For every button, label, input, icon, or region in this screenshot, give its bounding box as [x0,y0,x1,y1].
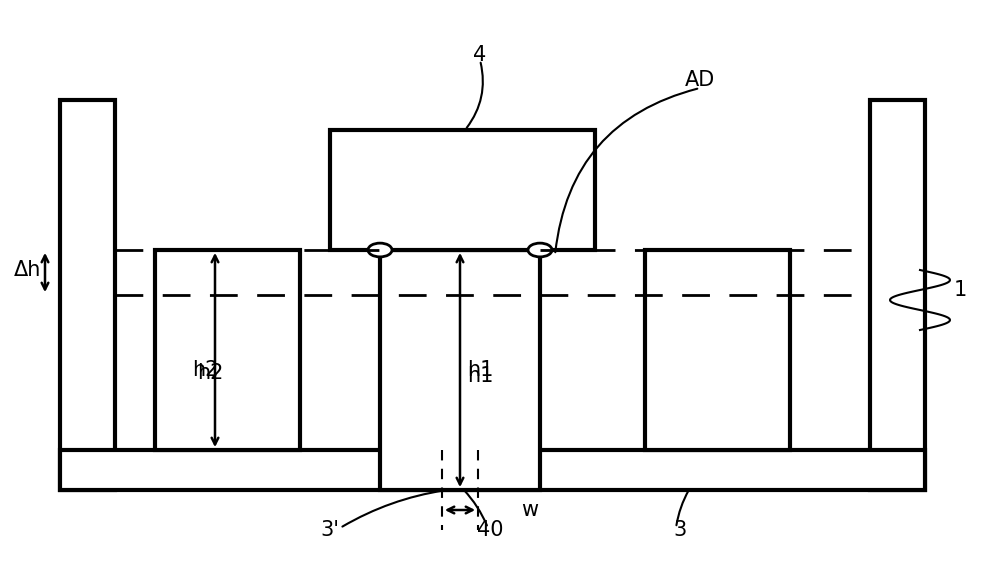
Bar [870,100,925,490]
Text: h1: h1 [467,360,493,380]
Text: 3': 3' [320,520,340,540]
Bar [155,250,300,450]
Text: AD: AD [685,70,715,90]
Bar [60,450,925,490]
Bar [60,100,115,490]
Text: 3: 3 [673,520,687,540]
Bar [380,250,540,490]
Text: Δh: Δh [14,260,42,280]
Text: h2: h2 [192,360,218,380]
Text: w: w [521,500,539,520]
Bar [645,250,790,450]
Text: h2: h2 [197,363,223,383]
Bar [330,130,595,250]
Text: 1: 1 [953,280,967,300]
Text: 40: 40 [477,520,503,540]
Text: 4: 4 [473,45,487,65]
Circle shape [368,243,392,257]
Circle shape [528,243,552,257]
Text: h1: h1 [467,366,493,386]
